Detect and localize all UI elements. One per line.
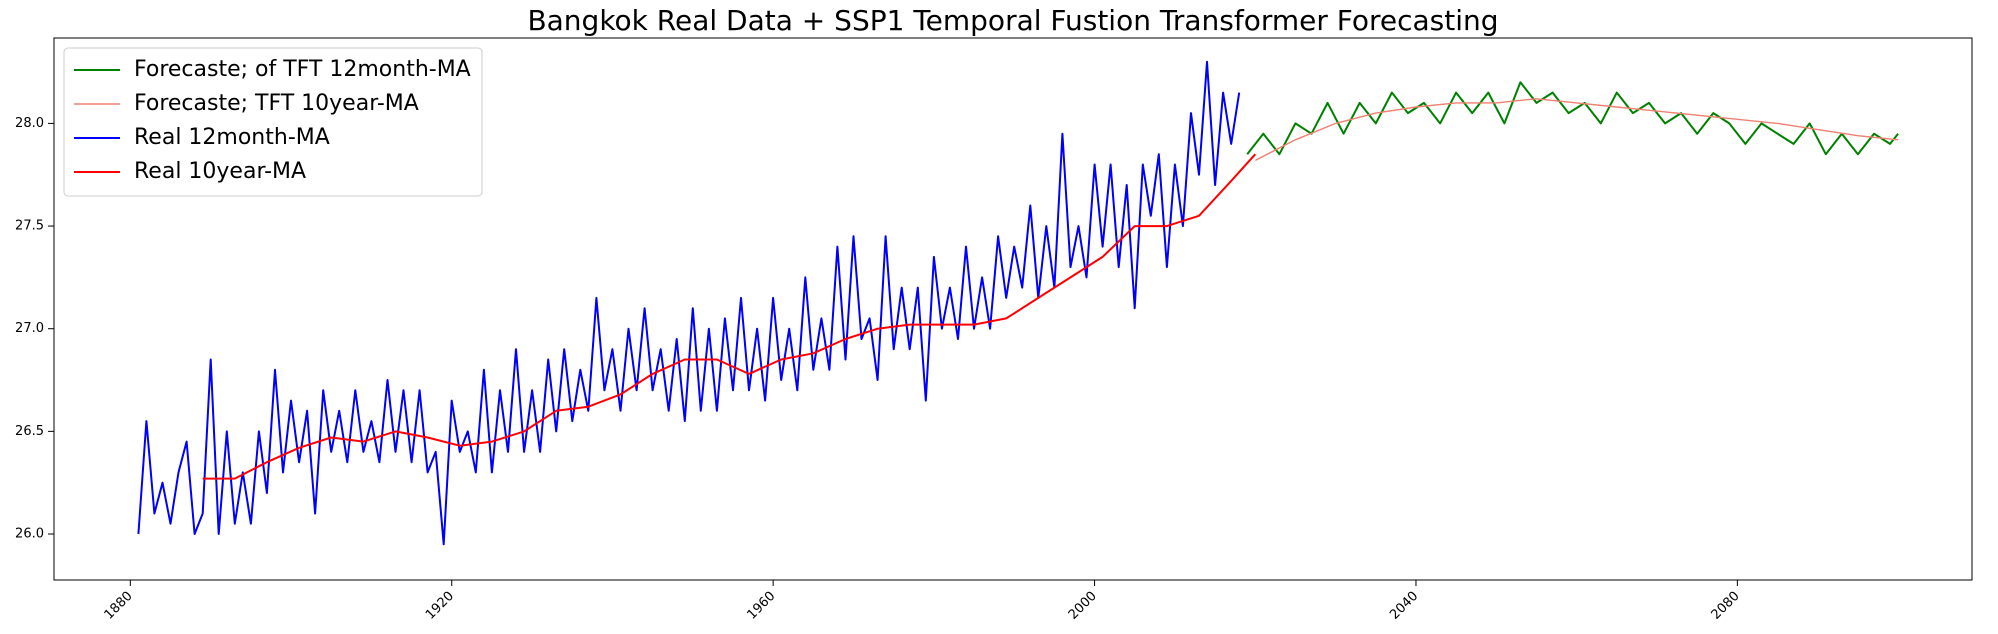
legend-box — [63, 47, 483, 197]
y-tick-label: 26.5 — [15, 424, 44, 439]
series-line — [202, 153, 1257, 480]
series-line — [1246, 81, 1899, 156]
legend-label: Real 12month-MA — [134, 125, 330, 150]
series-line — [1254, 98, 1899, 162]
x-tick-label: 2080 — [1709, 589, 1743, 623]
x-tick-label: 2000 — [1066, 589, 1100, 623]
y-tick-label: 27.5 — [15, 219, 44, 234]
legend-label: Real 10year-MA — [134, 159, 306, 184]
legend-label: Forecaste; of TFT 12month-MA — [134, 57, 471, 82]
y-tick-label: 27.0 — [15, 321, 44, 336]
x-tick-label: 1960 — [744, 589, 778, 623]
legend-label: Forecaste; TFT 10year-MA — [134, 91, 419, 116]
chart-title: Bangkok Real Data + SSP1 Temporal Fustio… — [527, 4, 1498, 37]
series-line — [137, 60, 1241, 546]
y-tick-label: 26.0 — [15, 527, 44, 542]
x-tick-label: 2040 — [1387, 589, 1421, 623]
x-tick-label: 1880 — [102, 589, 136, 623]
plot-frame — [53, 37, 1973, 581]
x-tick-label: 1920 — [423, 589, 457, 623]
y-tick-label: 28.0 — [15, 116, 44, 131]
legend: Forecaste; of TFT 12month-MA Forecaste; T… — [63, 47, 483, 197]
